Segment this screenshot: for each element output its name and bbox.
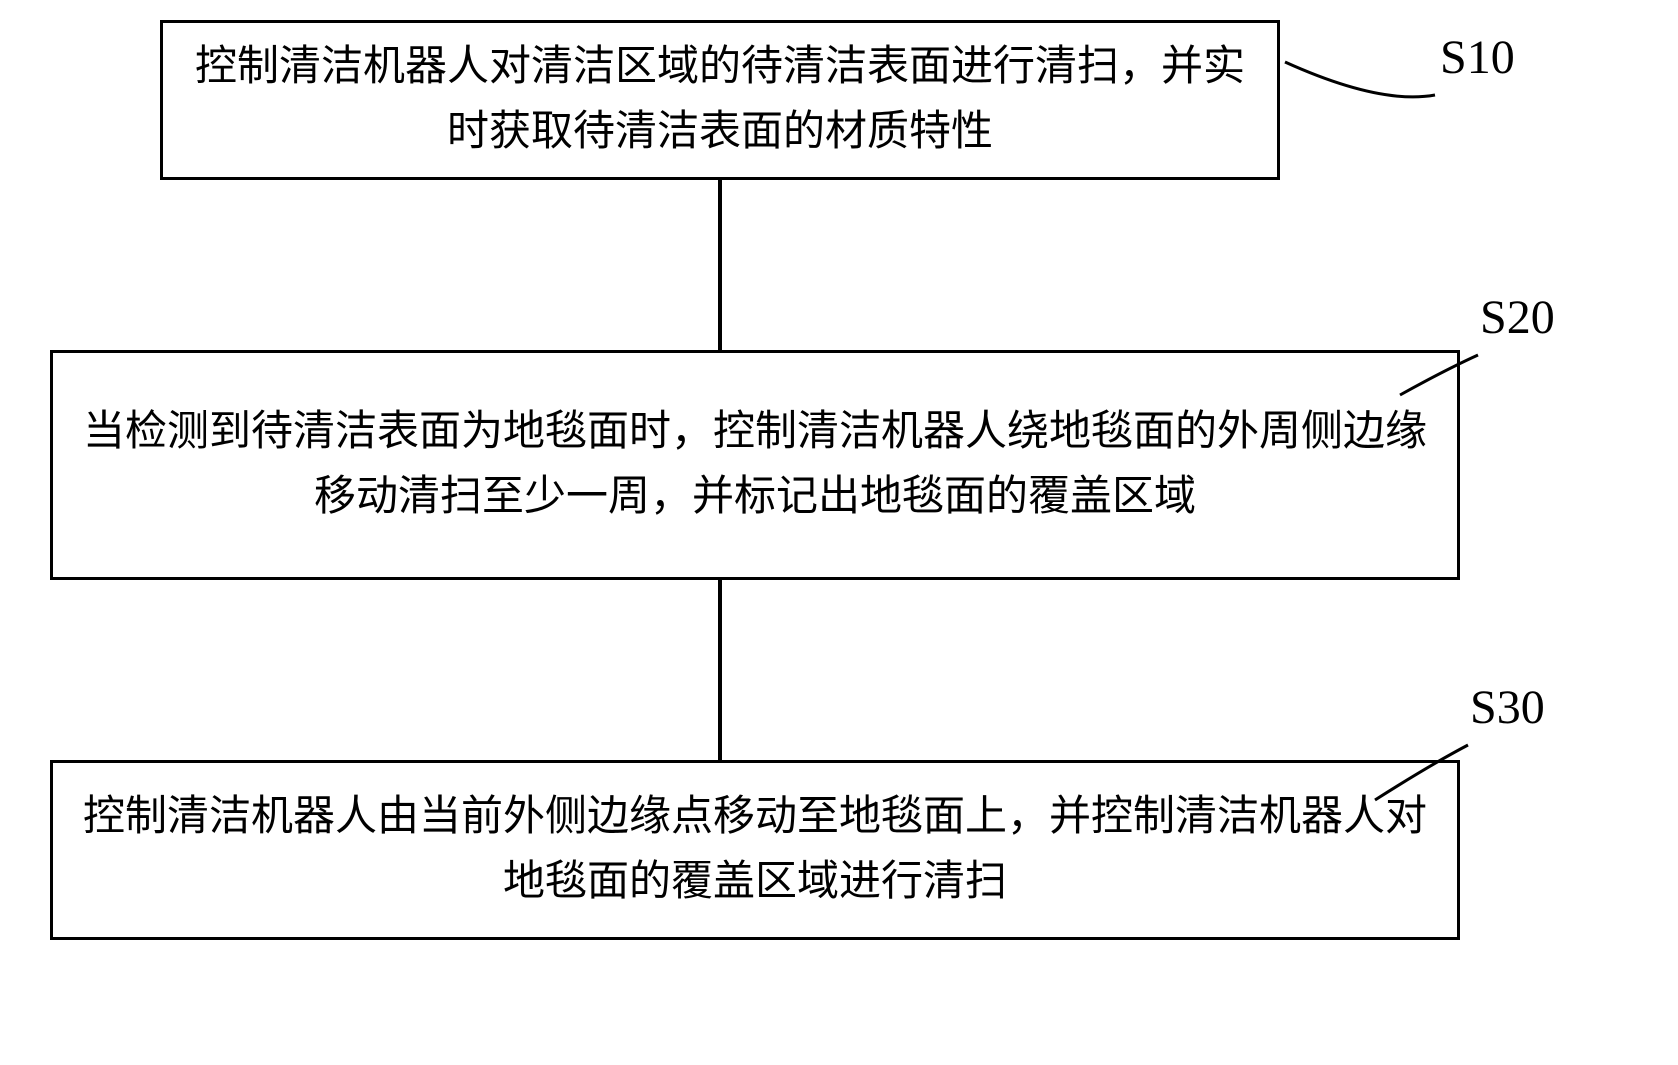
node-text: 控制清洁机器人对清洁区域的待清洁表面进行清扫，并实时获取待清洁表面的材质特性 [193, 35, 1247, 165]
node-text: 控制清洁机器人由当前外侧边缘点移动至地毯面上，并控制清洁机器人对地毯面的覆盖区域… [83, 785, 1427, 915]
flowchart-node-s20: 当检测到待清洁表面为地毯面时，控制清洁机器人绕地毯面的外周侧边缘移动清扫至少一周… [50, 350, 1460, 580]
step-label-s30: S30 [1470, 680, 1545, 735]
flowchart-node-s30: 控制清洁机器人由当前外侧边缘点移动至地毯面上，并控制清洁机器人对地毯面的覆盖区域… [50, 760, 1460, 940]
flowchart-canvas: 控制清洁机器人对清洁区域的待清洁表面进行清扫，并实时获取待清洁表面的材质特性 S… [0, 0, 1678, 1065]
node-text: 当检测到待清洁表面为地毯面时，控制清洁机器人绕地毯面的外周侧边缘移动清扫至少一周… [83, 400, 1427, 530]
connector-s20-s30 [718, 580, 722, 760]
step-label-s10: S10 [1440, 30, 1515, 85]
connector-s10-s20 [718, 180, 722, 350]
step-label-s20: S20 [1480, 290, 1555, 345]
flowchart-node-s10: 控制清洁机器人对清洁区域的待清洁表面进行清扫，并实时获取待清洁表面的材质特性 [160, 20, 1280, 180]
